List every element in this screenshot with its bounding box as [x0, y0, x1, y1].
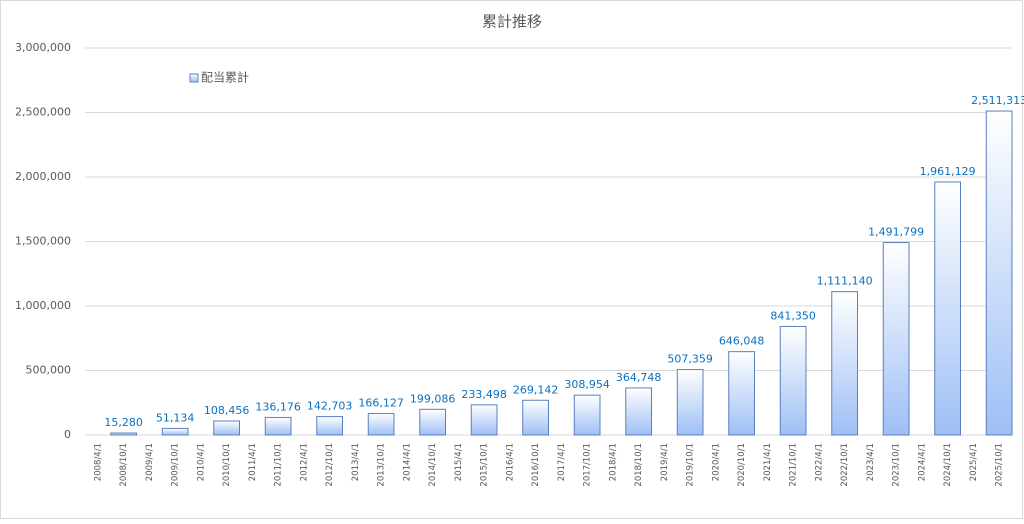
- data-label: 1,111,140: [817, 275, 873, 288]
- data-label: 1,961,129: [920, 165, 976, 178]
- data-label: 364,748: [616, 371, 662, 384]
- x-tick-label: 2022/4/1: [814, 443, 824, 481]
- data-label: 199,086: [410, 392, 456, 405]
- x-tick-label: 2008/10/1: [119, 443, 129, 487]
- data-label: 108,456: [204, 404, 250, 417]
- x-tick-label: 2009/10/1: [171, 443, 181, 487]
- data-label: 646,048: [719, 335, 765, 348]
- x-tick-label: 2013/10/1: [377, 443, 387, 487]
- x-tick-label: 2009/4/1: [145, 443, 155, 481]
- data-label: 142,703: [307, 400, 353, 413]
- x-tick-label: 2010/4/1: [196, 443, 206, 481]
- data-label: 166,127: [358, 397, 404, 410]
- bar: [882, 242, 910, 436]
- x-tick-label: 2016/4/1: [505, 443, 515, 481]
- bar: [367, 413, 395, 436]
- chart-title: 累計推移: [482, 13, 542, 31]
- data-label: 15,280: [104, 416, 143, 429]
- y-tick-label: 2,000,000: [15, 170, 71, 183]
- data-label: 136,176: [255, 400, 301, 413]
- bar: [625, 387, 652, 436]
- bar: [419, 408, 446, 436]
- y-tick-label: 1,000,000: [15, 299, 71, 312]
- data-label: 308,954: [564, 378, 610, 391]
- x-tick-label: 2018/4/1: [608, 443, 618, 481]
- bar: [470, 404, 498, 436]
- x-tick-label: 2011/4/1: [248, 443, 258, 481]
- x-tick-label: 2015/10/1: [480, 443, 490, 487]
- x-tick-label: 2024/4/1: [917, 443, 927, 481]
- x-tick-label: 2012/10/1: [325, 443, 335, 487]
- data-label: 51,134: [156, 411, 195, 424]
- y-tick-label: 1,500,000: [15, 235, 71, 248]
- x-tick-label: 2020/4/1: [711, 443, 721, 481]
- bar: [264, 416, 292, 436]
- x-tick-label: 2018/10/1: [634, 443, 644, 487]
- data-label: 1,491,799: [868, 226, 924, 239]
- bar: [213, 420, 240, 436]
- data-label: 507,359: [667, 353, 713, 366]
- x-tick-label: 2023/10/1: [892, 443, 902, 487]
- bar: [985, 110, 1013, 436]
- y-tick-label: 0: [64, 428, 71, 441]
- x-tick-label: 2014/4/1: [402, 443, 412, 481]
- legend-swatch: [189, 73, 199, 83]
- x-tick-label: 2022/10/1: [840, 443, 850, 487]
- x-tick-label: 2013/4/1: [351, 443, 361, 481]
- data-label: 269,142: [513, 383, 559, 396]
- bar: [934, 181, 961, 436]
- data-label: 233,498: [461, 388, 507, 401]
- x-tick-label: 2012/4/1: [299, 443, 309, 481]
- bar: [522, 399, 549, 436]
- x-tick-label: 2011/10/1: [274, 443, 284, 487]
- x-tick-label: 2017/10/1: [583, 443, 593, 487]
- data-label: 841,350: [770, 309, 816, 322]
- y-tick-label: 3,000,000: [15, 41, 71, 54]
- bar: [161, 427, 189, 436]
- bar: [573, 394, 601, 436]
- x-tick-label: 2015/4/1: [454, 443, 464, 481]
- x-tick-label: 2019/4/1: [660, 443, 670, 481]
- x-tick-label: 2023/4/1: [866, 443, 876, 481]
- x-tick-label: 2025/10/1: [995, 443, 1005, 487]
- x-tick-label: 2014/10/1: [428, 443, 438, 487]
- x-tick-label: 2021/4/1: [763, 443, 773, 481]
- x-tick-label: 2019/10/1: [686, 443, 696, 487]
- x-tick-label: 2017/4/1: [557, 443, 567, 481]
- bar: [728, 351, 755, 436]
- x-tick-label: 2010/10/1: [222, 443, 232, 487]
- bar: [316, 416, 343, 436]
- x-tick-label: 2016/10/1: [531, 443, 541, 487]
- y-tick-label: 2,500,000: [15, 106, 71, 119]
- x-tick-label: 2024/10/1: [943, 443, 953, 487]
- bar: [779, 325, 807, 436]
- x-tick-label: 2025/4/1: [969, 443, 979, 481]
- y-tick-label: 500,000: [26, 364, 72, 377]
- bar: [676, 369, 704, 436]
- legend-label: 配当累計: [201, 70, 249, 85]
- x-tick-label: 2020/10/1: [737, 443, 747, 487]
- bar: [110, 432, 137, 436]
- bar: [831, 291, 858, 436]
- x-tick-label: 2021/10/1: [789, 443, 799, 487]
- x-tick-label: 2008/4/1: [93, 443, 103, 481]
- data-label: 2,511,313: [971, 94, 1024, 107]
